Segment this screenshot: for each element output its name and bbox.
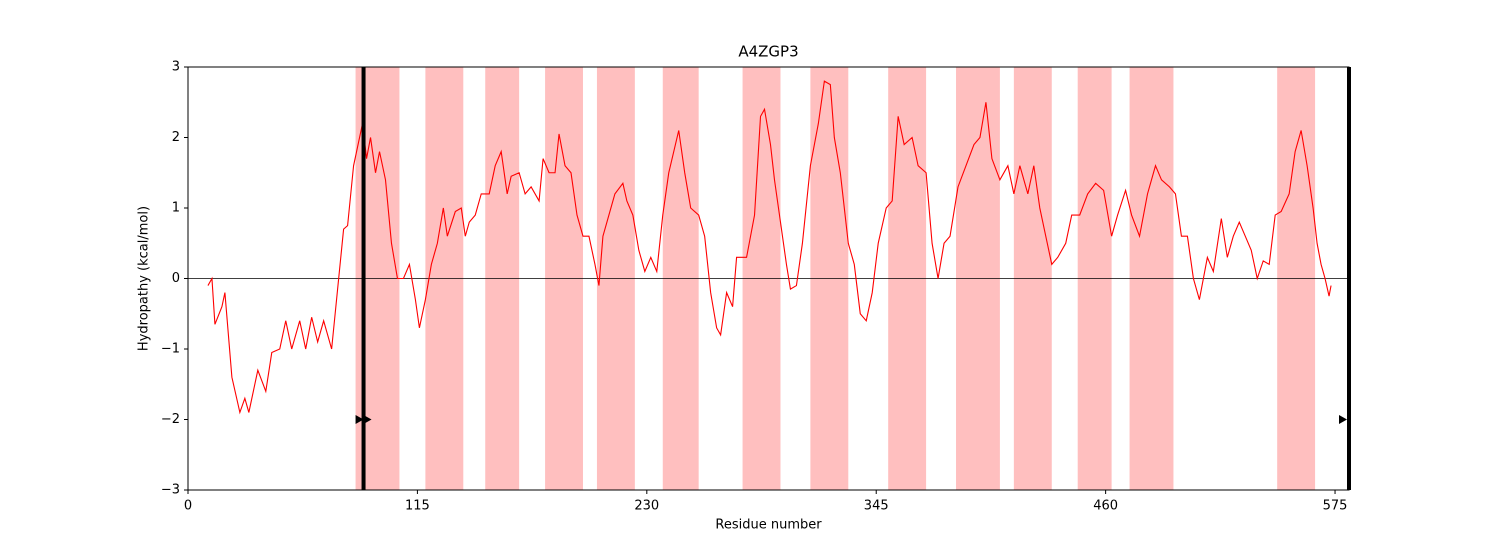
plot-frame: [187, 66, 1350, 491]
y-tick-label: 2: [172, 130, 180, 145]
x-tick-label: 575: [1323, 499, 1348, 514]
arrow-marker: [363, 415, 372, 424]
y-tick-label: −3: [161, 483, 180, 498]
y-tick-label: −2: [161, 412, 180, 427]
hydropathy-line: [207, 80, 1332, 415]
y-axis-label: Hydropathy (kcal/mol): [137, 206, 152, 351]
x-tick-label: 230: [634, 499, 659, 514]
chart-title: A4ZGP3: [738, 43, 798, 61]
y-tick-label: 3: [172, 60, 180, 75]
arrow-marker: [1339, 415, 1348, 424]
arrow-marker: [355, 415, 364, 424]
y-tick-label: 0: [172, 271, 180, 286]
x-tick-label: 0: [184, 499, 192, 514]
x-tick-label: 460: [1093, 499, 1118, 514]
x-tick-label: 345: [864, 499, 889, 514]
x-axis-label: Residue number: [715, 518, 822, 533]
y-tick-label: −1: [161, 342, 180, 357]
x-tick-label: 115: [405, 499, 430, 514]
y-tick-label: 1: [172, 201, 180, 216]
